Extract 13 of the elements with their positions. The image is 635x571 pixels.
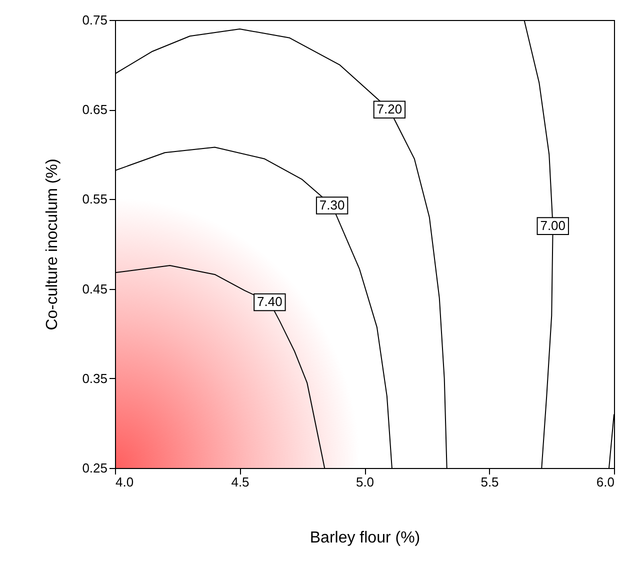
y-tick-label: 0.25	[82, 460, 108, 476]
x-tick-label: 5.5	[480, 474, 499, 490]
x-axis-title: Barley flour (%)	[310, 530, 420, 546]
y-axis-title: Co-culture inoculum (%)	[44, 158, 62, 330]
y-tick-label: 0.65	[82, 102, 108, 118]
y-tick-label: 0.35	[82, 370, 108, 386]
x-tick-label: 4.0	[116, 474, 134, 490]
x-tick-label: 6.0	[596, 474, 614, 490]
y-tick-label: 0.45	[82, 281, 108, 296]
x-tick-label: 4.5	[231, 474, 250, 490]
x-tick-label: 5.0	[356, 474, 374, 490]
y-tick-label: 0.75	[82, 12, 108, 28]
y-tick-label: 0.55	[82, 192, 108, 207]
